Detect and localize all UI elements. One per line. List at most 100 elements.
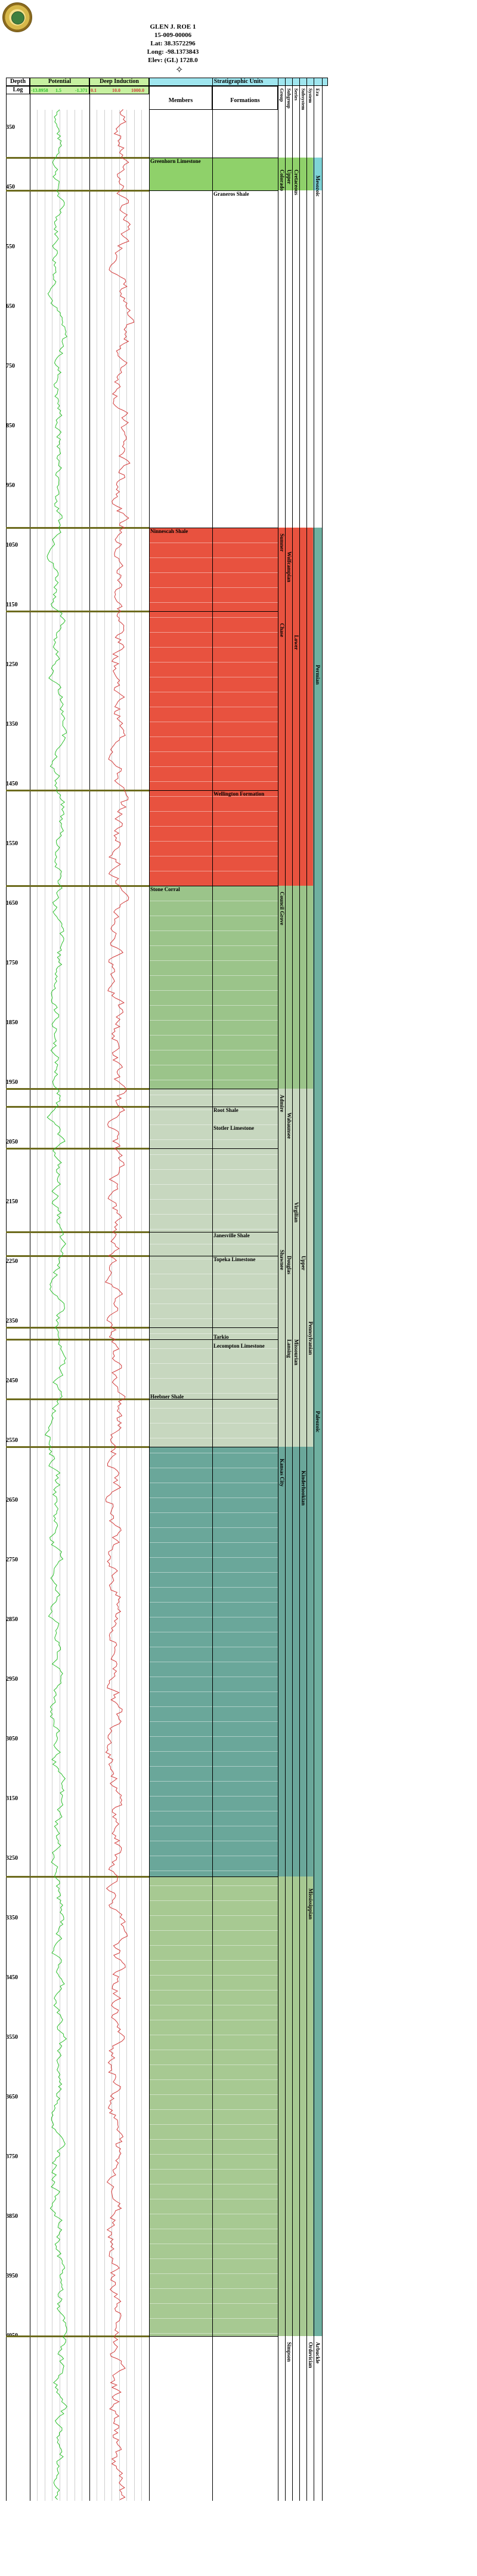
vertical-unit-label: Kansas City [279, 1459, 285, 1487]
grid-line [149, 1900, 278, 1901]
ind-scale-mid: 10.0 [112, 88, 120, 93]
unit-permian-upper [149, 528, 322, 790]
well-elev: Elev: (GL) 1728.0 [148, 57, 198, 64]
depth-label: 1650 [6, 900, 18, 907]
formation-top-marker [6, 885, 149, 887]
formation-label: Root Shale [213, 1107, 238, 1113]
sp-scale-max: -1.371 [75, 88, 88, 93]
vertical-unit-label: Missourian [293, 1339, 299, 1366]
vertical-unit-label: Simpson [286, 2342, 292, 2362]
grid-line [149, 1781, 278, 1782]
formation-top-marker [6, 157, 149, 159]
depth-label: 1450 [6, 781, 18, 787]
unit-boundary [149, 790, 278, 791]
track-grid [141, 110, 142, 2501]
grid-line [149, 990, 278, 991]
depth-label: 1050 [6, 542, 18, 549]
column-line [292, 78, 293, 2501]
unit-boundary [149, 611, 278, 612]
formation-label: Greenhorn Limestone [150, 158, 201, 164]
vertical-unit-label: Douglas [286, 1256, 292, 1275]
formation-top-marker [6, 790, 149, 791]
track-grid [126, 110, 127, 2501]
grid-line [149, 1124, 278, 1125]
vertical-unit-label: Chase [279, 623, 285, 637]
grid-line [149, 1199, 278, 1200]
grid-line [149, 1348, 278, 1349]
depth-label: 3650 [6, 2094, 18, 2100]
grid-line [149, 1408, 278, 1409]
grid-line [149, 587, 278, 588]
grid-line [149, 1960, 278, 1961]
grid-line [149, 975, 278, 976]
vertical-unit-label: Wolfcampian [286, 551, 292, 583]
vertical-unit-label: Council Grove [279, 892, 285, 926]
grid-line [149, 572, 278, 573]
vertical-unit-label: Mesozoic [315, 175, 321, 197]
unit-cretaceous [149, 158, 322, 190]
depth-label: 2650 [6, 1497, 18, 1503]
depth-label: 2050 [6, 1139, 18, 1145]
depth-label: 3350 [6, 1915, 18, 1921]
grid-line [149, 602, 278, 603]
sp-curve [44, 109, 68, 2500]
sp-header: Potential [30, 78, 89, 86]
vertical-unit-label: Upper [301, 1256, 306, 1271]
depth-label: 950 [6, 482, 15, 489]
column-line [322, 78, 323, 2501]
vertical-unit-label: Mississippian [308, 1888, 314, 1920]
depth-label: 3450 [6, 1974, 18, 1981]
depth-label: 2950 [6, 1676, 18, 1683]
grid-line [149, 2318, 278, 2319]
grid-line [149, 1572, 278, 1573]
era-paleozoic-band [313, 528, 322, 2336]
column-line [285, 78, 286, 2501]
grid-line [149, 796, 278, 797]
rank-header-subgroup: Subgroup [286, 88, 292, 109]
well-long: Long: -98.1373843 [147, 48, 199, 56]
unit-boundary [149, 2336, 278, 2337]
grid-line [149, 1945, 278, 1946]
depth-label: 1850 [6, 1019, 18, 1026]
unit-permian-lower [149, 790, 322, 886]
formation-label: Stone Corral [150, 886, 180, 892]
vertical-unit-label: Upper [286, 170, 292, 184]
grid-line [149, 1333, 278, 1334]
grid-line [149, 960, 278, 961]
grid-line [149, 2094, 278, 2095]
vertical-unit-label: Admire [279, 1095, 285, 1113]
grid-line [149, 1766, 278, 1767]
vertical-unit-label: Lansing [286, 1339, 292, 1358]
unit-boundary [149, 1876, 278, 1877]
grid-line [149, 1736, 278, 1737]
sp-scale-min: -13.8958 [31, 88, 48, 93]
grid-line [149, 1497, 278, 1498]
formation-top-marker [6, 1876, 149, 1878]
era-mesozoic-band [313, 158, 322, 190]
grid-line [149, 2169, 278, 2170]
formation-top-marker [6, 1327, 149, 1329]
ind-scale-max: 1000.0 [131, 88, 144, 93]
grid-line [149, 1915, 278, 1916]
vertical-unit-label: Permian [315, 665, 321, 685]
grid-line [149, 945, 278, 946]
grid-line [149, 2139, 278, 2140]
depth-label: 3750 [6, 2153, 18, 2160]
well-api: 15-009-00006 [154, 32, 192, 39]
grid-line [149, 1393, 278, 1394]
track-grid [111, 110, 112, 2501]
grid-line [149, 1751, 278, 1752]
grid-line [149, 1139, 278, 1140]
vertical-unit-label: Paleozoic [315, 1411, 321, 1432]
grid-line [149, 617, 278, 618]
depth-label: 3050 [6, 1736, 18, 1742]
strat-header: Stratigraphic Units [149, 78, 328, 86]
grid-line [149, 647, 278, 648]
vertical-unit-label: Virgilian [293, 1202, 299, 1223]
grid-line [149, 1706, 278, 1707]
grid-line [149, 1721, 278, 1722]
grid-line [149, 1214, 278, 1215]
well-header: GLEN J. ROE 1 15-009-00006 Lat: 38.35722… [143, 23, 203, 64]
grid-line [149, 1005, 278, 1006]
depth-label: 1350 [6, 721, 18, 728]
